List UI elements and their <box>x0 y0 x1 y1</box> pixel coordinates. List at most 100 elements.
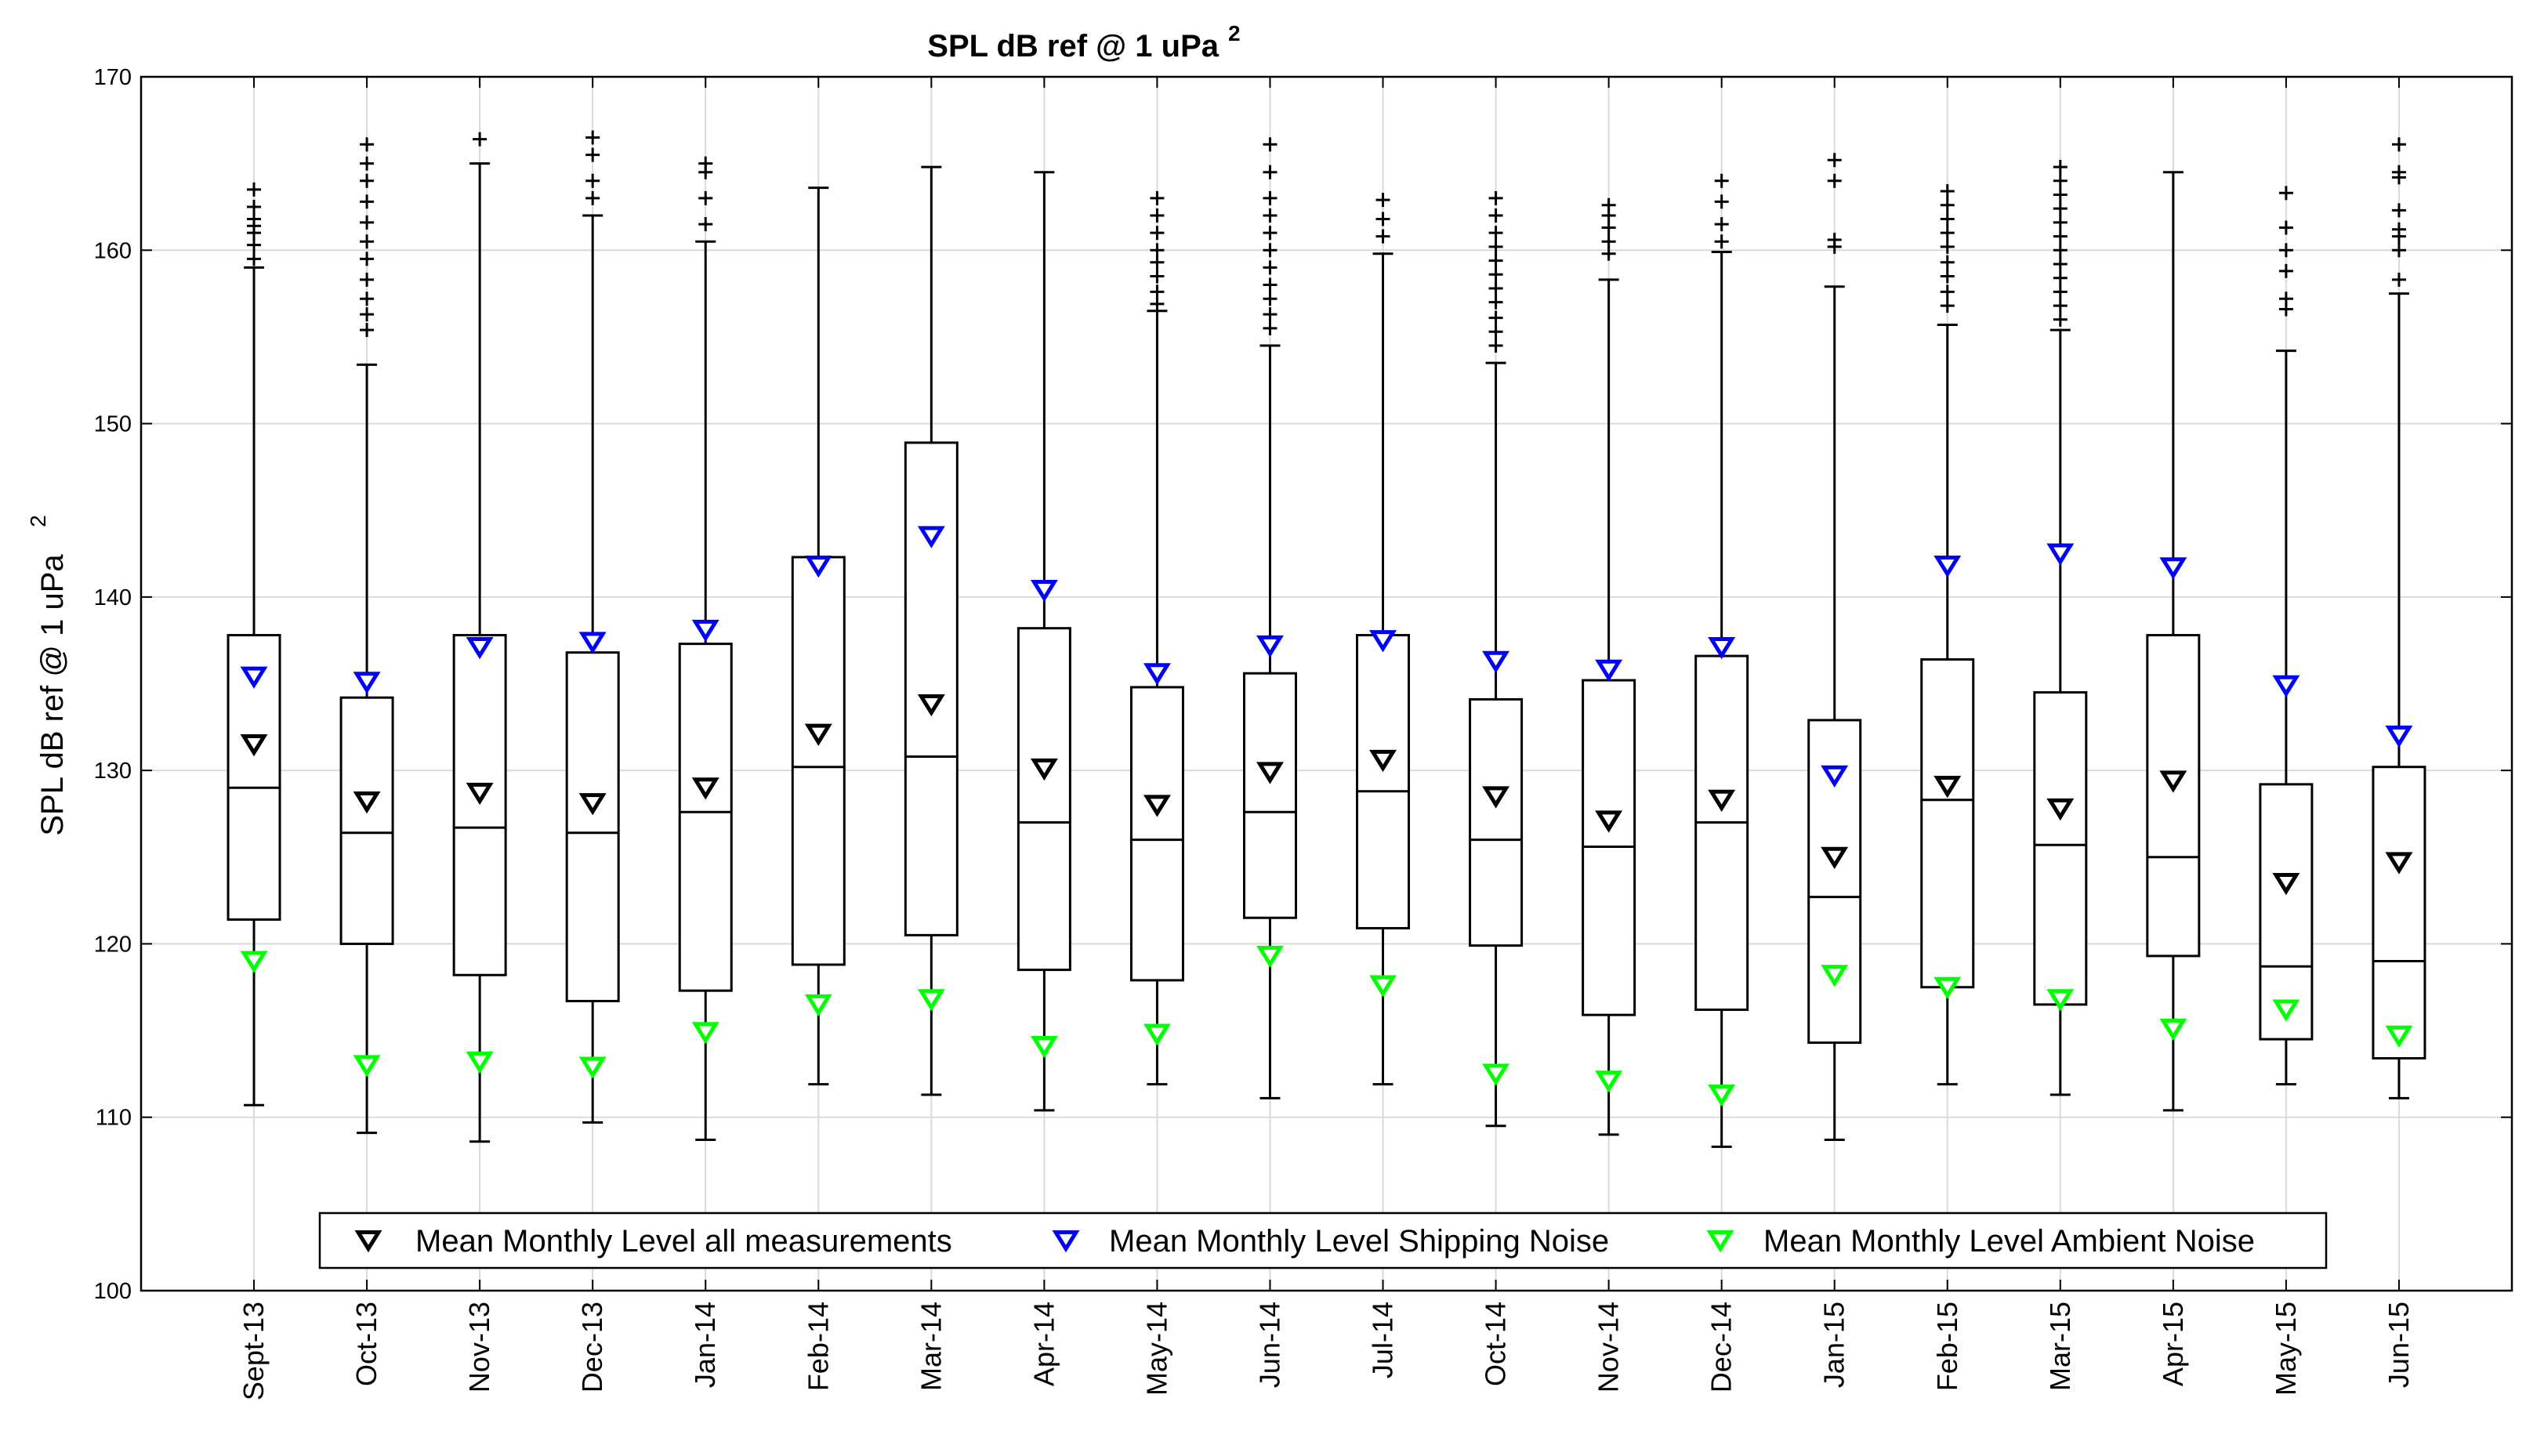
mean-all-marker <box>1482 786 1510 809</box>
mean-all-marker <box>1933 776 1962 799</box>
mean-shipping-marker <box>578 632 607 654</box>
outlier-marker <box>2053 215 2068 230</box>
x-tick-label: Jan-15 <box>1818 1302 1850 1388</box>
y-axis-label: SPL dB ref @ 1 uPa <box>35 554 70 836</box>
outlier-marker <box>1940 212 1955 226</box>
mean-ambient-marker <box>917 989 945 1012</box>
mean-ambient-marker <box>2272 999 2300 1022</box>
x-tick-label: Nov-14 <box>1593 1302 1625 1393</box>
outlier-marker <box>2278 263 2293 278</box>
x-tick-label: Mar-14 <box>915 1302 947 1391</box>
box-iqr <box>339 696 394 945</box>
y-axis-label-text: SPL dB ref @ 1 uPa <box>35 554 70 836</box>
legend-marker <box>354 1230 382 1253</box>
outlier-marker <box>1601 197 1616 212</box>
outlier-marker <box>1263 307 1277 322</box>
outlier-marker <box>1714 173 1729 188</box>
outlier-marker <box>1940 299 1955 313</box>
mean-shipping-marker <box>240 666 268 689</box>
outlier-marker <box>1827 173 1842 188</box>
plot-frame <box>140 75 2513 1292</box>
outlier-marker <box>1488 226 1503 241</box>
y-tick-labels: 100 110 120 130 140 150 160 170 <box>94 65 2512 1304</box>
mean-ambient-marker <box>353 1055 381 1078</box>
outlier-marker <box>473 132 487 147</box>
outlier-marker <box>360 272 375 287</box>
outlier-marker <box>698 190 713 205</box>
x-tick-label: Sept-13 <box>237 1302 270 1400</box>
outlier-marker <box>360 156 375 171</box>
outlier-marker <box>2053 243 2068 258</box>
y-tick-label: 150 <box>94 412 132 437</box>
box-iqr <box>791 556 846 966</box>
outlier-marker <box>247 212 262 226</box>
mean-ambient-marker <box>466 1051 494 1074</box>
x-tick-label: Jun-14 <box>1253 1302 1285 1388</box>
mean-shipping-marker <box>2385 725 2413 748</box>
mean-ambient-marker <box>578 1056 607 1079</box>
outlier-marker <box>585 147 600 162</box>
y-tick-label: 100 <box>94 1279 132 1304</box>
x-tick-label: Oct-13 <box>350 1302 382 1386</box>
mean-all-marker <box>240 733 268 757</box>
outlier-marker <box>1488 324 1503 339</box>
x-tick-label: May-14 <box>1140 1302 1172 1396</box>
outlier-marker <box>1601 234 1616 249</box>
y-tick-label: 170 <box>94 65 132 90</box>
mean-all-marker <box>578 793 607 816</box>
mean-shipping-marker <box>2272 675 2300 697</box>
outlier-marker <box>1488 281 1503 295</box>
outlier-marker <box>1263 292 1277 306</box>
mean-shipping-marker <box>1256 635 1284 658</box>
legend-marker <box>1052 1230 1080 1253</box>
y-tick-label: 160 <box>94 238 132 263</box>
outlier-marker <box>2053 229 2068 244</box>
outlier-marker <box>360 173 375 188</box>
outlier-marker <box>1940 226 1955 241</box>
mean-ambient-marker <box>804 994 832 1017</box>
outlier-marker <box>1263 226 1277 241</box>
outlier-marker <box>2391 203 2406 218</box>
mean-ambient-marker <box>2159 1018 2187 1041</box>
outlier-marker <box>1150 284 1165 299</box>
outlier-marker <box>1488 267 1503 282</box>
outlier-marker <box>1488 295 1503 310</box>
x-tick-labels: Sept-13 Oct-13 Nov-13 Dec-13 Jan-14 Feb-14 Mar… <box>237 77 2415 1400</box>
mean-all-marker <box>2272 872 2300 896</box>
chart-title-superscript: 2 <box>1228 21 1241 45</box>
mean-shipping-marker <box>804 556 832 578</box>
x-tick-label: May-15 <box>2270 1302 2302 1396</box>
outlier-marker <box>2053 201 2068 216</box>
outlier-marker <box>2391 137 2406 152</box>
mean-all-marker <box>1256 762 1284 784</box>
x-tick-label: Feb-14 <box>802 1302 834 1391</box>
outlier-marker <box>1375 193 1390 208</box>
mean-shipping-marker <box>1030 580 1058 603</box>
outlier-marker <box>1488 190 1503 205</box>
legend-marker <box>1706 1230 1734 1253</box>
outlier-marker <box>2278 186 2293 201</box>
mean-ambient-marker <box>1369 975 1397 998</box>
mean-shipping-marker <box>2159 557 2187 580</box>
mean-ambient-marker <box>1821 965 1849 987</box>
mean-ambient-marker <box>2385 1025 2413 1048</box>
outlier-marker <box>360 137 375 152</box>
outlier-marker <box>1150 208 1165 223</box>
mean-ambient-marker <box>2046 989 2075 1012</box>
outlier-marker <box>1601 246 1616 261</box>
box-iqr <box>2372 766 2426 1059</box>
mean-shipping-marker <box>466 637 494 660</box>
outlier-marker <box>1263 321 1277 335</box>
chart-title: SPL dB ref @ 1 uPa <box>927 29 1219 63</box>
outlier-marker <box>2391 165 2406 179</box>
mean-ambient-marker <box>1030 1035 1058 1059</box>
outlier-marker <box>2053 299 2068 313</box>
outlier-marker <box>247 237 262 252</box>
mean-all-marker <box>1030 758 1058 781</box>
x-tick-label: Mar-15 <box>2044 1302 2076 1391</box>
x-tick-label: Dec-13 <box>576 1302 608 1393</box>
outlier-marker <box>2391 222 2406 237</box>
outlier-marker <box>360 323 375 338</box>
mean-ambient-marker <box>1708 1084 1736 1107</box>
